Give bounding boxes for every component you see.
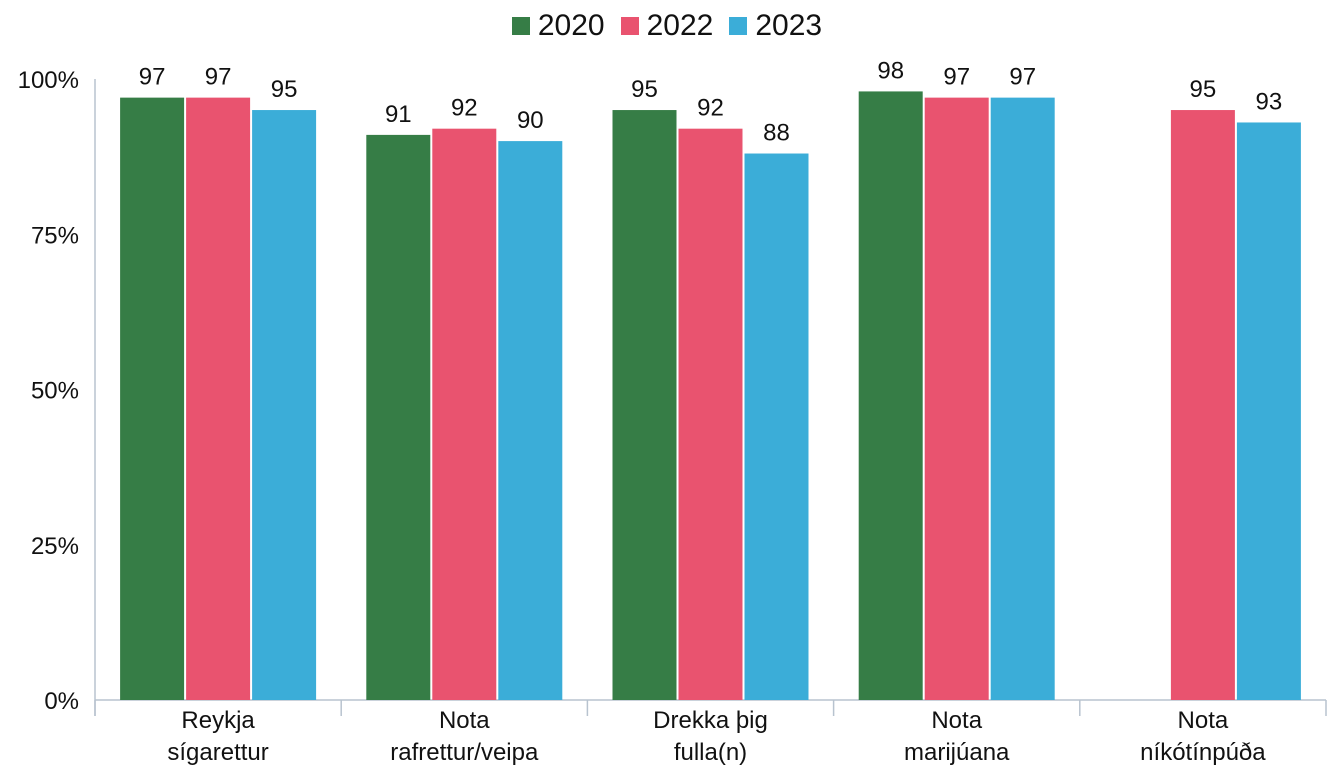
bar-2023 [252, 110, 317, 701]
chart-legend: 2020 2022 2023 [0, 6, 1334, 46]
data-label: 92 [697, 95, 724, 122]
bar-2023 [1236, 122, 1301, 701]
x-tick-label: Nota [931, 707, 982, 734]
legend-item: 2023 [729, 11, 822, 41]
legend-swatch [729, 17, 748, 35]
legend-item: 2022 [620, 9, 714, 42]
x-tick-label: sígarettur [167, 739, 268, 766]
bar-2023 [744, 153, 809, 700]
bar-2022 [1170, 110, 1235, 701]
bar-2020 [858, 91, 923, 701]
bar-2022 [924, 97, 989, 700]
bar-2023 [498, 141, 563, 701]
x-tick-label: rafrettur/veipa [390, 739, 539, 766]
y-tick-label: 75% [31, 222, 79, 249]
data-label: 88 [763, 120, 790, 147]
x-tick-label: Nota [1178, 707, 1229, 734]
y-tick-label: 100% [18, 67, 79, 94]
data-label: 95 [631, 76, 658, 103]
bar-2020 [612, 110, 677, 701]
legend-swatch [511, 17, 530, 35]
x-tick-label: níkótínpúða [1140, 739, 1266, 766]
bar-2022 [186, 97, 251, 700]
bar-2023 [990, 97, 1055, 700]
data-label: 97 [943, 64, 970, 91]
bar-2020 [120, 97, 185, 700]
bar-2020 [366, 134, 431, 700]
data-label: 97 [139, 64, 166, 91]
x-tick-label: Reykja [181, 707, 255, 734]
data-label: 97 [205, 64, 232, 91]
x-tick-label: fulla(n) [674, 739, 747, 766]
y-tick-label: 0% [44, 688, 79, 715]
legend-label: 2023 [755, 9, 823, 42]
bar-2022 [432, 128, 497, 700]
legend-label: 2022 [646, 9, 714, 42]
data-label: 90 [517, 107, 544, 134]
legend-swatch [620, 17, 639, 35]
y-tick-label: 25% [31, 533, 79, 560]
data-label: 91 [385, 101, 412, 128]
data-label: 95 [1190, 76, 1217, 103]
legend-label: 2020 [537, 9, 605, 42]
x-tick-label: Drekka þig [653, 707, 768, 734]
data-label: 97 [1009, 64, 1036, 91]
x-tick-label: Nota [439, 707, 490, 734]
legend-item: 2020 [511, 9, 605, 42]
bar-2022 [678, 128, 743, 700]
data-label: 92 [451, 95, 478, 122]
x-tick-label: marijúana [904, 739, 1010, 766]
data-label: 93 [1256, 88, 1283, 115]
y-tick-label: 50% [31, 378, 79, 405]
data-label: 95 [271, 76, 298, 103]
data-label: 98 [877, 57, 904, 84]
